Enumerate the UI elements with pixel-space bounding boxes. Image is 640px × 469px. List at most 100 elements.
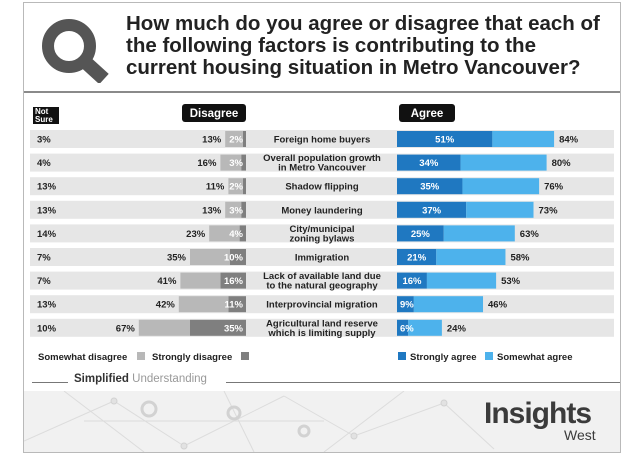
- strongly-agree-label: 34%: [419, 158, 439, 169]
- strongly-agree-label: 16%: [402, 276, 422, 287]
- somewhat-agree-bar: [436, 249, 506, 265]
- disagree-total-label: 23%: [186, 229, 206, 240]
- strongly-agree-bar: [397, 131, 493, 147]
- strongly-agree-bar: [397, 296, 414, 313]
- strongly-agree-bar: [397, 249, 437, 265]
- agree-total-label: 76%: [544, 182, 564, 193]
- not-sure-label: 13%: [37, 300, 57, 311]
- category-label: Immigration: [295, 253, 350, 264]
- strongly-disagree-bar: [241, 201, 246, 218]
- agree-total-label: 58%: [510, 253, 530, 264]
- disagree-total-label: 35%: [167, 253, 187, 264]
- disagree-total-label: 42%: [156, 300, 176, 311]
- strongly-disagree-label: 16%: [224, 276, 244, 287]
- legend-somewhat-agree-label: Somewhat agree: [497, 352, 573, 363]
- logo-wordmark: Insights: [484, 397, 592, 430]
- agree-total-label: 73%: [539, 205, 559, 216]
- category-label-line1: City/municipal: [290, 224, 355, 235]
- strongly-disagree-bar: [242, 131, 246, 147]
- somewhat-disagree-bar: [220, 154, 242, 171]
- category-label: Shadow flipping: [285, 182, 359, 193]
- chart-row: 10% 35% 67% Agricultural land reservewhich …: [30, 318, 614, 339]
- strongly-disagree-label: 2%: [229, 135, 243, 146]
- disagree-total-label: 13%: [202, 205, 222, 216]
- agree-total-label: 84%: [559, 135, 579, 146]
- category-label-line2: in Metro Vancouver: [278, 163, 366, 174]
- category-label-line2: zoning bylaws: [290, 233, 355, 244]
- strongly-agree-label: 21%: [407, 253, 427, 264]
- category-label-line1: Agricultural land reserve: [266, 318, 378, 329]
- strongly-disagree-bar: [230, 249, 246, 265]
- not-sure-header-line2: Sure: [35, 115, 53, 124]
- somewhat-agree-bar: [443, 225, 515, 242]
- somewhat-agree-bar: [466, 201, 534, 218]
- not-sure-label: 3%: [37, 135, 51, 146]
- category-label-line2: which is limiting supply: [267, 328, 376, 339]
- strongly-agree-label: 9%: [400, 300, 414, 311]
- insights-west-logo: Insights West: [476, 393, 616, 449]
- not-sure-label: 13%: [37, 205, 57, 216]
- category-label: Interprovincial migration: [266, 300, 378, 311]
- somewhat-disagree-bar: [225, 131, 243, 147]
- strongly-disagree-bar: [239, 225, 246, 242]
- strongly-disagree-label: 11%: [225, 300, 244, 311]
- not-sure-label: 7%: [37, 276, 51, 287]
- strongly-disagree-bar: [190, 319, 246, 336]
- magnifier-q-icon: [42, 19, 109, 83]
- somewhat-agree-bar: [462, 178, 540, 195]
- disagree-total-label: 16%: [197, 158, 217, 169]
- agree-total-label: 24%: [447, 323, 467, 334]
- chart-row: 13% 11% 42% Interprovincial migration 9% 46%: [30, 295, 614, 314]
- brand-tagline-b: Understanding: [132, 373, 207, 385]
- logo-subtitle: West: [564, 427, 596, 443]
- somewhat-disagree-bar: [178, 296, 229, 313]
- header-divider: [24, 91, 620, 93]
- somewhat-disagree-bar: [225, 201, 242, 218]
- somewhat-disagree-bar: [209, 225, 240, 242]
- chart-row: 3% 2% 13% Foreign home buyers 51% 84%: [30, 130, 614, 148]
- strongly-disagree-bar: [228, 296, 246, 313]
- disagree-total-label: 13%: [202, 135, 222, 146]
- chart-rows: 3% 2% 13% Foreign home buyers 51% 84% 4% 3% 16% O…: [30, 130, 614, 339]
- not-sure-label: 14%: [37, 229, 57, 240]
- disagree-total-label: 11%: [206, 182, 225, 193]
- strongly-agree-bar: [397, 225, 444, 242]
- somewhat-agree-bar: [492, 131, 555, 147]
- footer-line-left: [32, 382, 68, 383]
- network-pattern-decoration: [24, 391, 620, 452]
- strongly-agree-bar: [397, 272, 427, 289]
- strongly-agree-bar: [397, 154, 461, 171]
- chart-row: 7% 10% 35% Immigration 21% 58%: [30, 248, 614, 266]
- strongly-disagree-label: 35%: [224, 323, 244, 334]
- disagree-total-label: 67%: [116, 323, 136, 334]
- brand-tagline: Simplified Understanding: [74, 373, 207, 385]
- not-sure-header-line1: Not: [35, 107, 49, 116]
- strongly-disagree-label: 4%: [229, 229, 243, 240]
- legend-somewhat-agree-swatch: [485, 352, 493, 360]
- category-label: Foreign home buyers: [274, 135, 371, 146]
- not-sure-label: 13%: [37, 182, 57, 193]
- strongly-disagree-label: 10%: [224, 253, 244, 264]
- somewhat-agree-bar: [426, 272, 497, 289]
- legend-somewhat-disagree-swatch: [137, 352, 145, 360]
- legend-strongly-disagree-swatch: [241, 352, 249, 360]
- strongly-agree-label: 35%: [420, 182, 440, 193]
- strongly-disagree-label: 2%: [229, 182, 243, 193]
- not-sure-label: 7%: [37, 253, 51, 264]
- footer: Simplified Understanding Insights West: [24, 363, 620, 452]
- not-sure-header-pill: [33, 107, 59, 124]
- agree-total-label: 53%: [501, 276, 521, 287]
- strongly-disagree-bar: [242, 178, 246, 195]
- strongly-agree-label: 37%: [422, 205, 442, 216]
- chart-title: How much do you agree or disagree that e…: [126, 12, 600, 79]
- strongly-agree-label: 25%: [411, 229, 431, 240]
- legend-somewhat-disagree-label: Somewhat disagree: [38, 352, 127, 363]
- footer-line-right: [226, 382, 620, 383]
- legend: Somewhat disagree Strongly disagree Strong…: [38, 352, 573, 363]
- agree-total-label: 46%: [488, 300, 508, 311]
- disagree-header-label: Disagree: [190, 108, 239, 120]
- legend-strongly-agree-label: Strongly agree: [410, 352, 477, 363]
